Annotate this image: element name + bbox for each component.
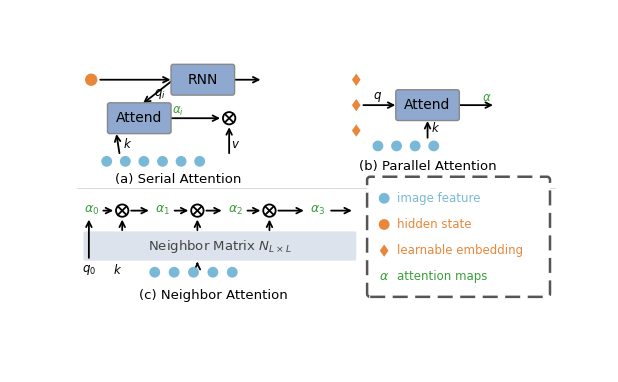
Text: $\alpha$: $\alpha$ [481, 91, 491, 104]
Polygon shape [352, 74, 360, 86]
Text: (b) Parallel Attention: (b) Parallel Attention [358, 160, 496, 173]
Text: Attend: Attend [116, 111, 163, 125]
Text: $k$: $k$ [113, 263, 122, 277]
Text: $k$: $k$ [123, 138, 132, 151]
Circle shape [188, 267, 199, 278]
Circle shape [391, 141, 402, 151]
Circle shape [428, 141, 439, 151]
Text: $\alpha$: $\alpha$ [379, 270, 389, 283]
FancyBboxPatch shape [83, 231, 356, 261]
Circle shape [263, 204, 276, 217]
Circle shape [176, 156, 187, 167]
Circle shape [208, 267, 218, 278]
Text: $\alpha_2$: $\alpha_2$ [228, 204, 243, 217]
Text: Attend: Attend [404, 98, 451, 112]
Circle shape [379, 219, 389, 230]
Text: hidden state: hidden state [397, 218, 471, 231]
Text: $q_0$: $q_0$ [82, 263, 96, 277]
Circle shape [169, 267, 180, 278]
Circle shape [379, 193, 389, 204]
Text: (a) Serial Attention: (a) Serial Attention [115, 173, 241, 186]
Circle shape [227, 267, 238, 278]
Text: learnable embedding: learnable embedding [397, 244, 523, 257]
Text: $k$: $k$ [431, 121, 440, 135]
Circle shape [194, 156, 205, 167]
FancyBboxPatch shape [367, 177, 550, 297]
Text: $q_i$: $q_i$ [153, 87, 165, 100]
Circle shape [191, 204, 203, 217]
Text: $v$: $v$ [231, 138, 240, 151]
Circle shape [373, 141, 383, 151]
Circle shape [157, 156, 168, 167]
Text: $\alpha_3$: $\alpha_3$ [310, 204, 325, 217]
Text: (c) Neighbor Attention: (c) Neighbor Attention [138, 289, 287, 302]
Circle shape [85, 74, 98, 86]
Polygon shape [352, 99, 360, 111]
FancyBboxPatch shape [171, 64, 235, 95]
Text: $\alpha_0$: $\alpha_0$ [83, 204, 99, 217]
Circle shape [120, 156, 131, 167]
Text: RNN: RNN [188, 73, 218, 87]
Text: $\alpha_1$: $\alpha_1$ [155, 204, 170, 217]
Circle shape [116, 204, 129, 217]
Circle shape [101, 156, 112, 167]
Text: attention maps: attention maps [397, 270, 487, 283]
Polygon shape [380, 244, 389, 257]
FancyBboxPatch shape [108, 103, 171, 134]
Circle shape [410, 141, 421, 151]
Polygon shape [352, 125, 360, 137]
Circle shape [138, 156, 150, 167]
Text: $q$: $q$ [373, 91, 383, 104]
FancyBboxPatch shape [396, 90, 459, 121]
Text: $\alpha_i$: $\alpha_i$ [172, 105, 184, 118]
Text: image feature: image feature [397, 192, 480, 205]
Text: Neighbor Matrix $N_{L\times L}$: Neighbor Matrix $N_{L\times L}$ [148, 238, 292, 254]
Circle shape [150, 267, 160, 278]
Circle shape [223, 112, 235, 125]
